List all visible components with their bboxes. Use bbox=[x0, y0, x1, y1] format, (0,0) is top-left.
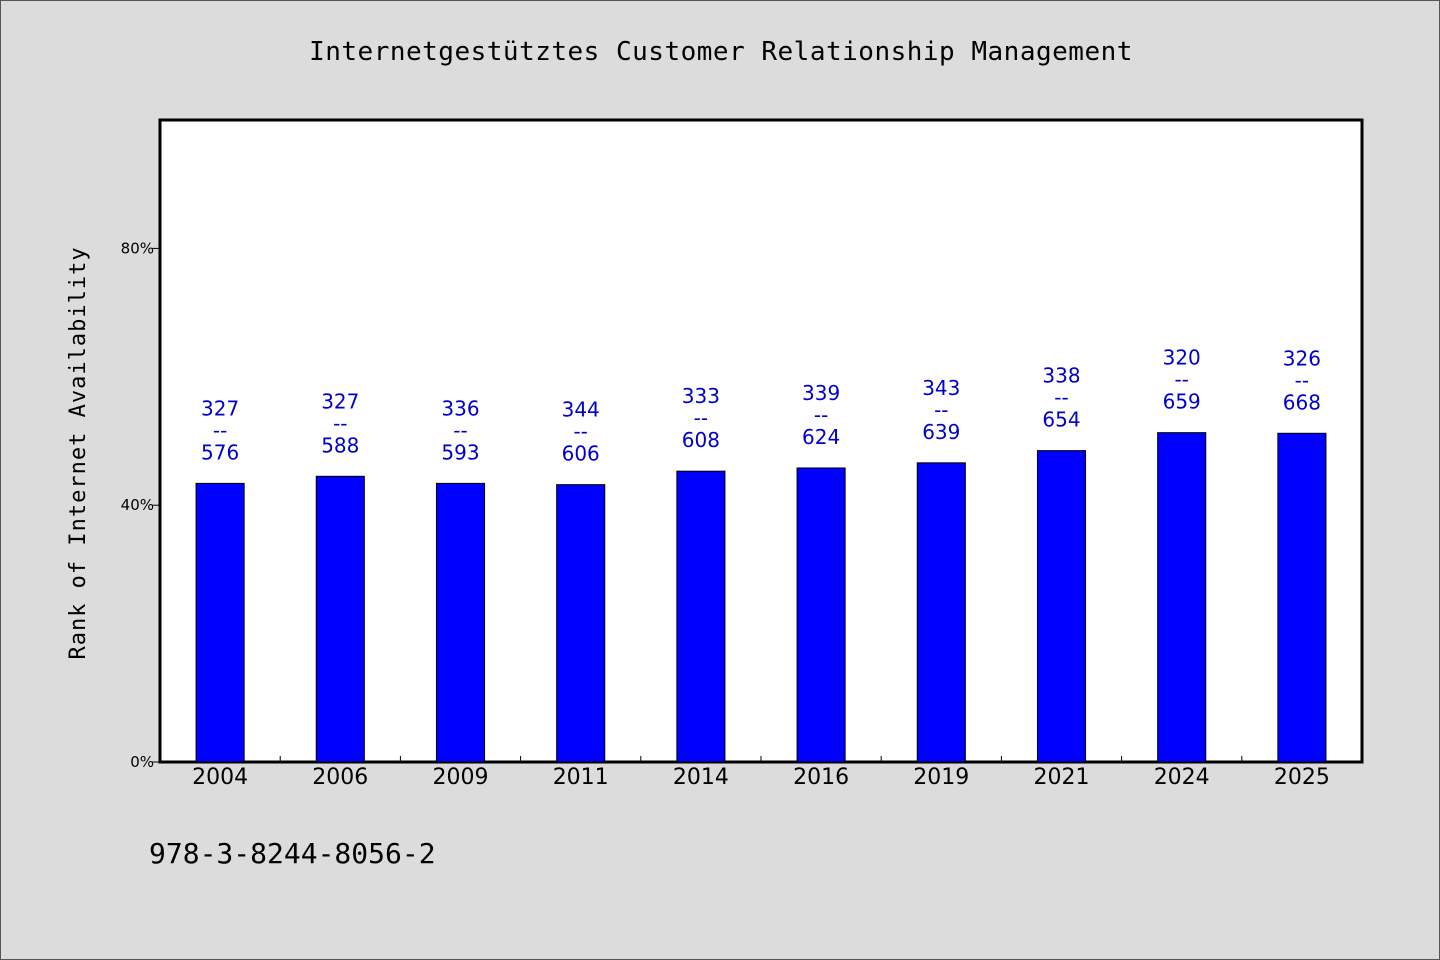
x-tick-label: 2011 bbox=[553, 765, 609, 790]
data-label: -- bbox=[694, 406, 708, 430]
y-tick-label: 40% bbox=[121, 496, 154, 514]
data-label: 606 bbox=[562, 442, 600, 466]
x-tick-label: 2025 bbox=[1274, 765, 1330, 790]
data-label: 327 bbox=[201, 396, 239, 420]
data-label: 336 bbox=[441, 396, 479, 420]
data-label: 327 bbox=[321, 389, 359, 413]
x-tick-label: 2014 bbox=[673, 765, 729, 790]
data-label: 320 bbox=[1163, 346, 1201, 370]
x-tick-label: 2004 bbox=[192, 765, 248, 790]
data-label: 608 bbox=[682, 428, 720, 452]
x-tick-label: 2019 bbox=[913, 765, 969, 790]
y-tick-label: 0% bbox=[130, 753, 154, 771]
bar bbox=[1277, 432, 1327, 763]
data-label: -- bbox=[453, 418, 467, 442]
data-label: -- bbox=[814, 403, 828, 427]
data-label: -- bbox=[573, 420, 587, 444]
data-label: 624 bbox=[802, 425, 840, 449]
data-label: -- bbox=[333, 411, 347, 435]
data-label: 339 bbox=[802, 381, 840, 405]
bar bbox=[676, 470, 726, 763]
x-tick-label: 2021 bbox=[1034, 765, 1090, 790]
bar bbox=[916, 462, 966, 763]
y-axis: 0% 40% 80% bbox=[121, 239, 160, 771]
data-label: 593 bbox=[441, 440, 479, 464]
x-tick-label: 2006 bbox=[312, 765, 368, 790]
data-label: -- bbox=[1174, 368, 1188, 392]
data-label: -- bbox=[213, 418, 227, 442]
y-axis-title: Rank of Internet Availability bbox=[66, 246, 91, 659]
data-label: 668 bbox=[1283, 390, 1321, 414]
data-labels: 327--576327--588336--593344--606333--608… bbox=[201, 346, 1321, 466]
data-label: 326 bbox=[1283, 346, 1321, 370]
x-axis: 2004 2006 2009 2011 2014 2016 2019 2021 2024 2025 bbox=[192, 756, 1330, 790]
bar bbox=[556, 484, 606, 763]
data-label: 338 bbox=[1042, 364, 1080, 388]
bar bbox=[315, 475, 365, 763]
chart-title: Internetgestütztes Customer Relationship… bbox=[309, 37, 1133, 67]
data-label: 343 bbox=[922, 376, 960, 400]
data-label: 333 bbox=[682, 384, 720, 408]
y-tick-label: 80% bbox=[121, 239, 154, 257]
bar bbox=[195, 482, 245, 763]
x-tick-label: 2024 bbox=[1154, 765, 1210, 790]
data-label: 344 bbox=[562, 398, 600, 422]
bar bbox=[1036, 450, 1087, 763]
data-label: 654 bbox=[1042, 408, 1080, 432]
data-label: -- bbox=[1054, 386, 1068, 410]
bar bbox=[796, 467, 846, 763]
data-label: 588 bbox=[321, 433, 359, 457]
x-tick-label: 2009 bbox=[433, 765, 489, 790]
data-label: -- bbox=[1295, 368, 1309, 392]
data-label: 639 bbox=[922, 420, 960, 444]
bar bbox=[1157, 432, 1207, 763]
x-tick-label: 2016 bbox=[793, 765, 849, 790]
bars bbox=[195, 432, 1327, 763]
footer-code: 978-3-8244-8056-2 bbox=[149, 837, 436, 870]
data-label: 576 bbox=[201, 440, 239, 464]
data-label: 659 bbox=[1163, 390, 1201, 414]
bar bbox=[435, 482, 486, 763]
data-label: -- bbox=[934, 398, 948, 422]
